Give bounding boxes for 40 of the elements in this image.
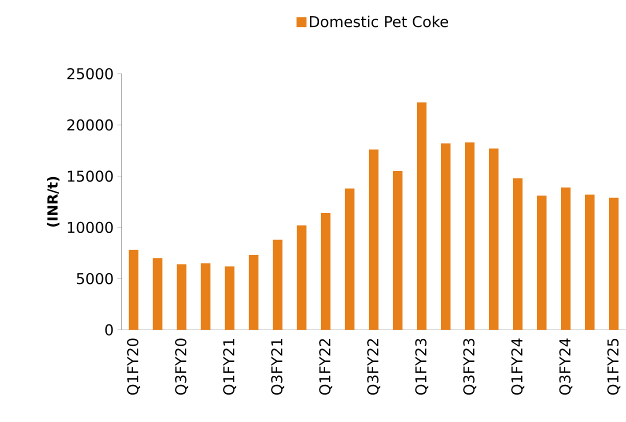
x-tick-label: Q1FY24 — [511, 338, 524, 396]
x-tick-label: Q3FY23 — [463, 339, 476, 396]
bar — [344, 188, 354, 330]
x-tick-label: Q1FY23 — [415, 339, 428, 396]
bar — [536, 196, 547, 330]
bar — [560, 188, 571, 330]
bar — [152, 258, 162, 330]
bar — [512, 178, 523, 330]
x-tick-label: Q3FY22 — [367, 339, 380, 396]
y-axis-title: (INR/t) — [46, 177, 60, 227]
x-tick-label: Q1FY22 — [319, 339, 332, 396]
x-tick-label: Q3FY21 — [271, 339, 284, 396]
bar — [224, 266, 234, 330]
bar — [416, 102, 426, 330]
bar — [464, 142, 475, 330]
bar — [609, 198, 619, 330]
bar — [488, 148, 499, 330]
legend-label: Domestic Pet Coke — [310, 16, 448, 28]
bar — [200, 263, 210, 330]
x-tick-label: Q3FY20 — [175, 338, 188, 396]
bar — [176, 264, 186, 330]
bar — [368, 150, 378, 330]
y-tick-label: 20000 — [67, 120, 113, 131]
bar — [585, 194, 595, 330]
bar — [440, 144, 451, 330]
bar — [128, 250, 138, 330]
y-tick-label: 5000 — [76, 273, 113, 285]
bar — [272, 240, 282, 330]
x-tick-label: Q1FY21 — [223, 339, 236, 396]
x-tick-label: Q1FY25 — [607, 339, 620, 396]
y-tick-label: 10000 — [68, 222, 113, 234]
bar — [296, 226, 306, 330]
y-tick-label: 0 — [105, 324, 113, 336]
y-tick-label: 25000 — [67, 68, 113, 80]
bar — [392, 171, 402, 330]
x-tick-label: Q3FY24 — [559, 338, 572, 396]
y-tick-label: 15000 — [68, 170, 113, 182]
bar — [248, 255, 258, 330]
x-tick-label: Q1FY20 — [127, 338, 140, 396]
bar — [320, 213, 330, 330]
